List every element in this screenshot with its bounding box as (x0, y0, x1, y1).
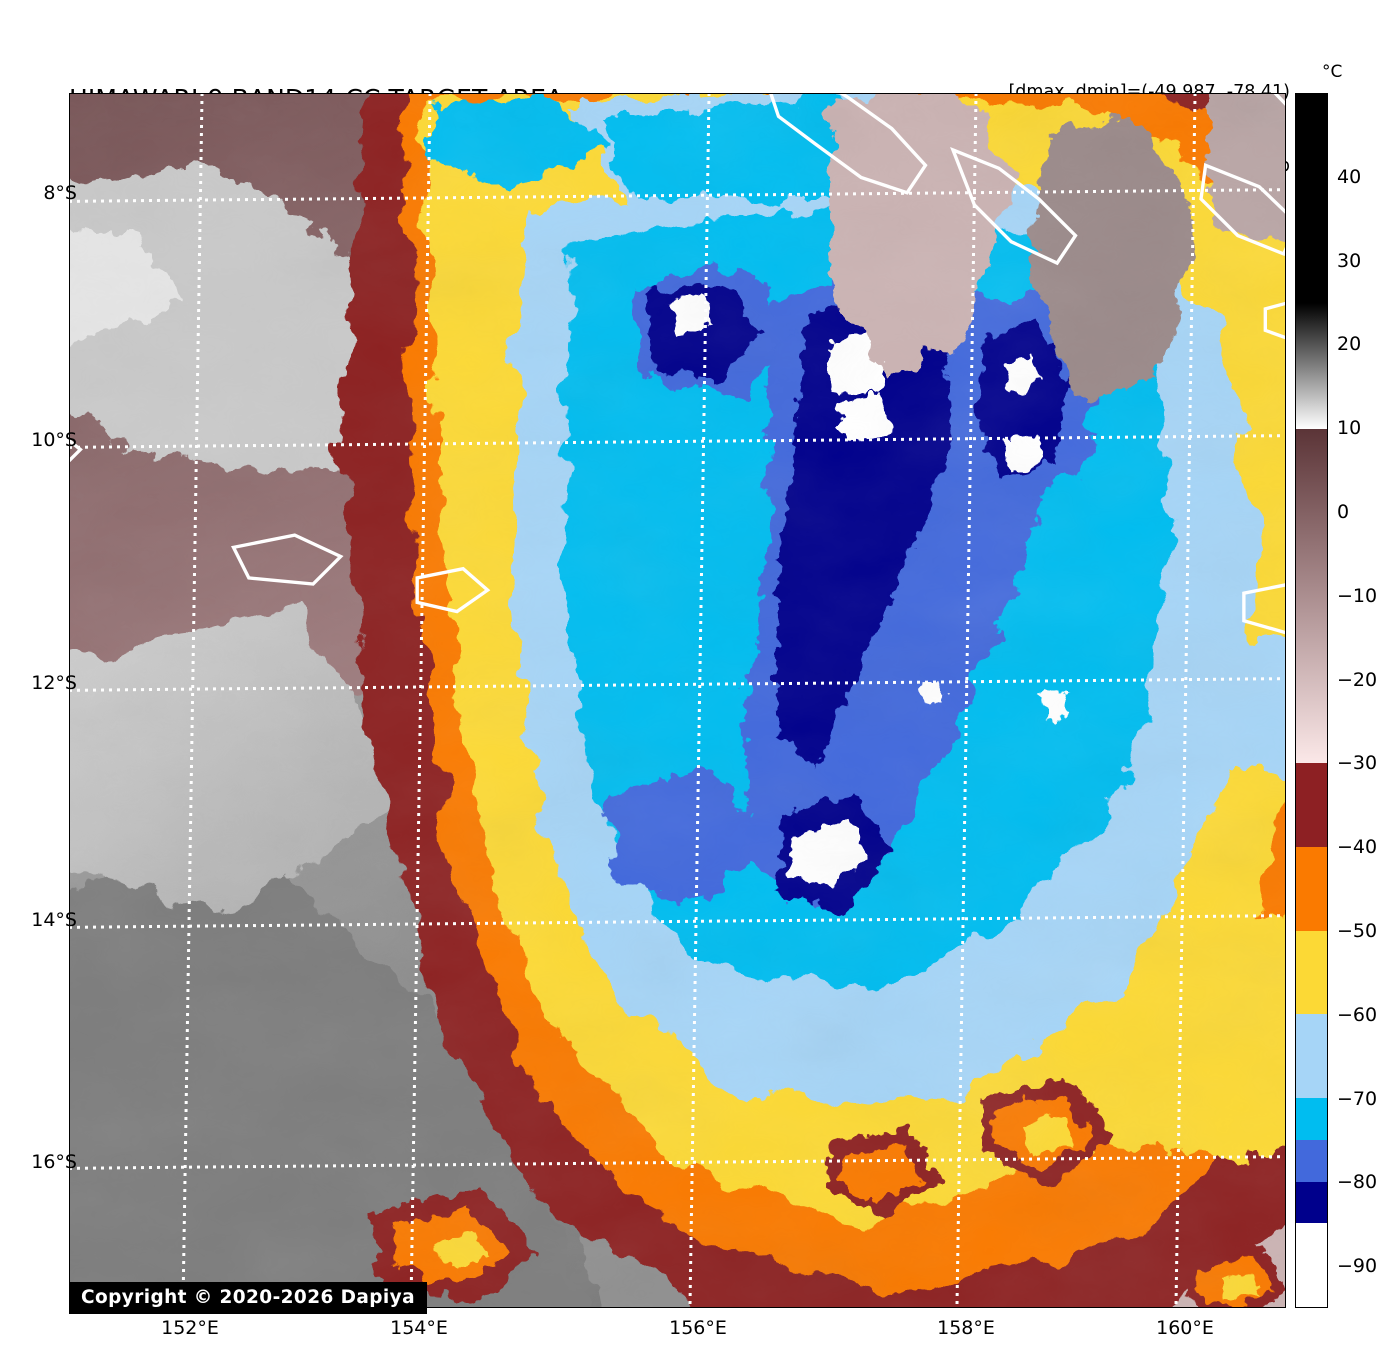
colorbar-tick-0: 0 (1337, 500, 1350, 523)
y-tick-16S: 16°S (31, 1151, 77, 1173)
copyright-watermark: Copyright © 2020-2026 Dapiya (69, 1282, 427, 1314)
x-tick-152E: 152°E (161, 1317, 219, 1339)
coastline-overlay (70, 94, 1285, 635)
colorbar-segment--60C-to--70C (1296, 1014, 1327, 1098)
colorbar-unit-label: °C (1322, 62, 1343, 82)
colorbar-tick-minus70: −70 (1337, 1087, 1378, 1110)
colorbar-segment--40C-to--50C (1296, 846, 1327, 931)
colorbar-tick-labels: 40 30 20 10 0 −10 −20 −30 −40 −50 −60 −70 −80 −90 (1328, 93, 1388, 1308)
colorbar-gradient (1295, 93, 1328, 1308)
colorbar-tick-minus10: −10 (1337, 584, 1378, 607)
colorbar-tick-20: 20 (1337, 333, 1362, 356)
x-tick-158E: 158°E (937, 1317, 995, 1339)
colorbar-segment-above-25C (1296, 94, 1327, 304)
y-tick-10S: 10°S (31, 429, 77, 451)
colorbar-segment--50C-to--60C (1296, 930, 1327, 1015)
colorbar-segment--80C-to--85C (1296, 1181, 1327, 1224)
colorbar-segment-10C-to--30C (1296, 428, 1327, 764)
colorbar-segment--30C-to--40C (1296, 763, 1327, 847)
colorbar-segment-below--85C (1296, 1223, 1327, 1307)
colorbar-tick-40: 40 (1337, 165, 1362, 188)
y-tick-12S: 12°S (31, 672, 77, 694)
colorbar-segment--70C-to--75C (1296, 1097, 1327, 1140)
colorbar-tick-30: 30 (1337, 249, 1362, 272)
colorbar-tick-minus50: −50 (1337, 919, 1378, 942)
colorbar-segment--75C-to--80C (1296, 1139, 1327, 1182)
colorbar-tick-minus30: −30 (1337, 752, 1378, 775)
x-tick-160E: 160°E (1156, 1317, 1214, 1339)
colorbar-tick-minus80: −80 (1337, 1171, 1378, 1194)
colorbar-tick-minus40: −40 (1337, 836, 1378, 859)
colorbar-tick-minus60: −60 (1337, 1003, 1378, 1026)
x-tick-156E: 156°E (669, 1317, 727, 1339)
colorbar[interactable]: 40 30 20 10 0 −10 −20 −30 −40 −50 −60 −70 −80 −90 (1295, 93, 1377, 1308)
y-tick-8S: 8°S (43, 182, 77, 204)
ir-brightness-temperature-field (70, 94, 1285, 1307)
satellite-image-plot[interactable] (69, 93, 1286, 1308)
colorbar-tick-minus90: −90 (1337, 1255, 1378, 1278)
colorbar-tick-minus20: −20 (1337, 668, 1378, 691)
y-tick-14S: 14°S (31, 909, 77, 931)
colorbar-tick-10: 10 (1337, 417, 1362, 440)
x-tick-154E: 154°E (390, 1317, 448, 1339)
colorbar-segment-25C-to-10C (1296, 303, 1327, 429)
